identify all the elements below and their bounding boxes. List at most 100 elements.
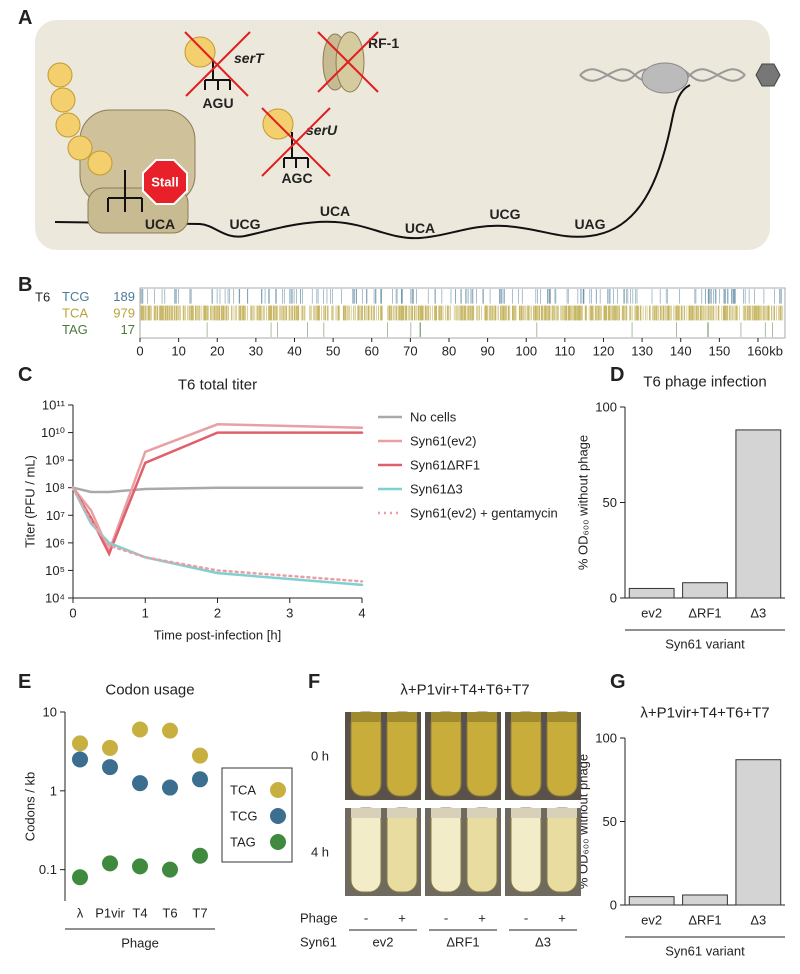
tube bbox=[386, 807, 418, 893]
x-tick-label: P1vir bbox=[95, 906, 125, 921]
tube-cap bbox=[431, 808, 461, 818]
legend-label: Syn61(ev2) bbox=[410, 434, 476, 449]
y-tick-label: 10¹⁰ bbox=[41, 425, 65, 440]
chart-title: Codon usage bbox=[105, 682, 194, 699]
point bbox=[162, 722, 178, 739]
chart-title: T6 total titer bbox=[178, 377, 257, 394]
tube bbox=[430, 711, 462, 797]
phage-state: - bbox=[364, 911, 368, 926]
tube-cap bbox=[511, 712, 541, 722]
tube-cap bbox=[351, 808, 381, 818]
x-tick-label: Δ3 bbox=[750, 913, 766, 928]
tube-cap bbox=[387, 712, 417, 722]
codon-count: 189 bbox=[113, 289, 135, 304]
y-tick-label: 0 bbox=[610, 898, 617, 913]
codon-positions bbox=[140, 289, 782, 304]
tube bbox=[386, 711, 418, 797]
legend-label: TCG bbox=[230, 809, 257, 824]
anticodon: AGC bbox=[281, 170, 312, 186]
y-tick-label: 10⁶ bbox=[45, 535, 65, 550]
phage-state: - bbox=[524, 911, 528, 926]
codon: UCG bbox=[229, 216, 260, 232]
diagram: Stall serT AGU RF-1 serU AGC bbox=[35, 20, 781, 250]
codon-count: 979 bbox=[113, 306, 135, 321]
stall-sign bbox=[142, 159, 188, 205]
strain-label: ΔRF1 bbox=[446, 935, 479, 950]
tube bbox=[546, 807, 578, 893]
stall-text: Stall bbox=[151, 175, 178, 190]
panel-label: B bbox=[18, 274, 32, 296]
x-tick-label: 90 bbox=[480, 344, 494, 359]
y-tick-label: 10 bbox=[43, 705, 57, 720]
y-tick-label: 10⁸ bbox=[45, 480, 65, 495]
diagram-background bbox=[35, 20, 770, 250]
tube-cap bbox=[387, 808, 417, 818]
point bbox=[192, 771, 208, 788]
series-line bbox=[71, 431, 364, 557]
row-label: Phage bbox=[300, 911, 338, 926]
point bbox=[192, 747, 208, 764]
tube bbox=[510, 711, 542, 797]
chart-title: T6 phage infection bbox=[643, 374, 766, 391]
cross bbox=[261, 107, 331, 177]
x-tick-label: 50 bbox=[326, 344, 340, 359]
x-tick-label: ev2 bbox=[641, 913, 662, 928]
trna-stem bbox=[107, 170, 143, 212]
tube-cap bbox=[547, 712, 577, 722]
point bbox=[132, 721, 148, 738]
y-tick-label: 10⁴ bbox=[45, 591, 65, 606]
legend-swatch bbox=[270, 834, 286, 850]
series-line bbox=[71, 486, 364, 494]
group-label: Syn61 variant bbox=[665, 944, 745, 959]
panel-label: E bbox=[18, 671, 31, 693]
trna-sert bbox=[184, 36, 216, 68]
x-tick-label: 10 bbox=[171, 344, 185, 359]
legend-label: No cells bbox=[410, 410, 457, 425]
point bbox=[192, 847, 208, 864]
x-tick-label: 40 bbox=[287, 344, 301, 359]
x-axis-unit: kb bbox=[769, 344, 783, 359]
x-tick-label: 30 bbox=[249, 344, 263, 359]
point bbox=[72, 869, 88, 886]
trna-name: serT bbox=[234, 50, 265, 66]
series-line bbox=[71, 423, 364, 555]
codon-positions bbox=[140, 305, 784, 321]
codon: UCA bbox=[145, 216, 175, 232]
anticodon: AGU bbox=[202, 95, 233, 111]
codon-label: TCG bbox=[62, 289, 89, 304]
photo-title: λ+P1vir+T4+T6+T7 bbox=[400, 682, 529, 699]
x-tick-label: 60 bbox=[365, 344, 379, 359]
panel-label: C bbox=[18, 364, 32, 386]
polymerase bbox=[641, 62, 689, 94]
legend-swatch bbox=[270, 808, 286, 824]
row-label: Syn61 bbox=[300, 935, 337, 950]
series-line bbox=[71, 486, 364, 583]
point bbox=[72, 735, 88, 752]
y-tick-label: 0 bbox=[610, 591, 617, 606]
point bbox=[162, 861, 178, 878]
codon: UCA bbox=[405, 220, 435, 236]
bar bbox=[735, 429, 782, 599]
mrna bbox=[54, 84, 691, 240]
x-tick-label: T7 bbox=[192, 906, 207, 921]
x-tick-label: 150 bbox=[708, 344, 730, 359]
tube bbox=[546, 711, 578, 797]
series-line bbox=[71, 486, 364, 587]
y-tick-label: 100 bbox=[595, 731, 617, 746]
x-axis-label: Time post-infection [h] bbox=[154, 628, 281, 643]
legend-swatch bbox=[270, 782, 286, 798]
x-tick-label: ev2 bbox=[641, 606, 662, 621]
phage-state: - bbox=[444, 911, 448, 926]
x-tick-label: 110 bbox=[554, 344, 575, 359]
bar bbox=[628, 896, 675, 906]
tube-cap bbox=[467, 712, 497, 722]
tube bbox=[350, 711, 382, 797]
y-axis-label: % OD₆₀₀ without phage bbox=[576, 435, 591, 570]
cross bbox=[184, 31, 251, 97]
tube bbox=[510, 807, 542, 893]
x-tick-label: 70 bbox=[403, 344, 417, 359]
codon: UAG bbox=[574, 216, 605, 232]
y-axis-label: Codons / kb bbox=[23, 772, 38, 841]
codon-label: TCA bbox=[62, 306, 88, 321]
x-tick-label: 0 bbox=[69, 606, 76, 621]
